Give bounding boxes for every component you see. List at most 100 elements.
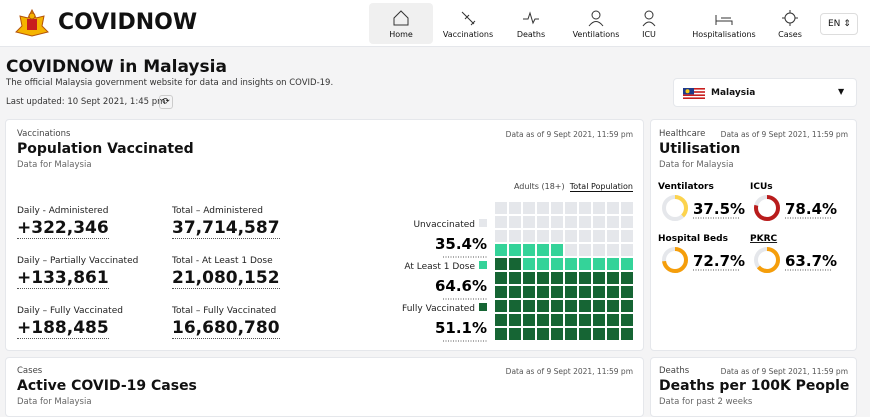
waffle-cell xyxy=(621,230,633,242)
waffle-cell xyxy=(607,314,619,326)
stat-label: Total – Fully Vaccinated xyxy=(172,306,277,316)
waffle-cell xyxy=(621,216,633,228)
waffle-cell xyxy=(495,216,507,228)
waffle-cell xyxy=(495,328,507,340)
waffle-cell xyxy=(523,216,535,228)
card-category: Vaccinations xyxy=(17,129,71,139)
waffle-cell xyxy=(551,272,563,284)
waffle-cell xyxy=(621,202,633,214)
legend-value: 35.4% xyxy=(435,235,487,253)
item-label: ICUs xyxy=(750,182,773,192)
waffle-cell xyxy=(551,230,563,242)
waffle-cell xyxy=(509,216,521,228)
waffle-cell xyxy=(495,286,507,298)
donut-group: Ventilators 37.5% ICUs 78.4% Hospital Beds 72… xyxy=(658,182,837,273)
waffle-cell xyxy=(593,202,605,214)
vaccination-card: Vaccinations Population Vaccinated Data … xyxy=(5,119,644,351)
waffle-cell xyxy=(579,244,591,256)
waffle-cell xyxy=(551,314,563,326)
nav-label[interactable]: Vaccinations xyxy=(442,30,494,39)
legend-swatch xyxy=(479,303,487,311)
card-title: Active COVID-19 Cases xyxy=(17,378,197,394)
waffle-cell xyxy=(579,314,591,326)
legend-swatch xyxy=(479,219,487,227)
waffle-cell xyxy=(593,258,605,270)
waffle-cell xyxy=(565,202,577,214)
country[interactable]: Malaysia xyxy=(711,88,756,98)
waffle-cell xyxy=(495,300,507,312)
refresh-button[interactable]: ⟳ xyxy=(159,95,173,109)
nav-label[interactable]: Home xyxy=(389,30,413,39)
tab[interactable]: Adults (18+) xyxy=(513,182,565,191)
waffle-cell xyxy=(523,328,535,340)
card-title: Population Vaccinated xyxy=(17,141,194,157)
waffle-cell xyxy=(579,230,591,242)
legend-value: 51.1% xyxy=(435,319,487,337)
tab-active[interactable]: Total Population xyxy=(569,182,633,192)
waffle-cell xyxy=(621,286,633,298)
waffle-cell xyxy=(621,258,633,270)
waffle-cell xyxy=(509,258,521,270)
waffle-cell xyxy=(607,216,619,228)
waffle-cell xyxy=(537,244,549,256)
waffle-cell xyxy=(579,202,591,214)
waffle-cell xyxy=(509,202,521,214)
item-label: Hospital Beds xyxy=(658,234,728,244)
card-subtitle: Data for Malaysia xyxy=(659,160,734,170)
waffle-cell xyxy=(593,272,605,284)
nav-item[interactable]: Home xyxy=(369,3,433,44)
chevron: ▼ xyxy=(838,87,845,96)
waffle-cell xyxy=(523,314,535,326)
item-label: PKRC xyxy=(750,234,778,244)
nav-label[interactable]: Ventilations xyxy=(572,30,620,39)
waffle-cell xyxy=(537,300,549,312)
waffle-cell xyxy=(551,286,563,298)
language[interactable]: EN xyxy=(828,19,841,29)
language-select[interactable]: EN ⇕ xyxy=(820,13,858,35)
waffle-cell xyxy=(551,300,563,312)
stat-value: 21,080,152 xyxy=(172,268,280,289)
waffle-chart: Unvaccinated 35.4% At Least 1 Dose 64.6% Ful… xyxy=(402,202,633,342)
donut-arc xyxy=(754,195,780,221)
nav-item[interactable]: Hospitalisations xyxy=(688,3,760,44)
stat-label: Daily - Administered xyxy=(17,206,109,216)
waffle-cell xyxy=(495,272,507,284)
nav-label[interactable]: Hospitalisations xyxy=(692,30,756,39)
nav-item[interactable]: Ventilations xyxy=(566,3,626,44)
nav-item[interactable]: Deaths xyxy=(508,3,554,44)
nav-label[interactable]: Deaths xyxy=(516,30,546,39)
legend-label: At Least 1 Dose xyxy=(404,262,475,272)
waffle-cell xyxy=(495,202,507,214)
waffle-cell xyxy=(565,216,577,228)
nav-label[interactable]: Cases xyxy=(778,30,802,39)
card-title: Deaths per 100K People xyxy=(659,378,850,394)
waffle-cell xyxy=(593,286,605,298)
donut-arc xyxy=(662,247,688,273)
waffle-cell xyxy=(537,286,549,298)
waffle-cell xyxy=(537,272,549,284)
waffle-cell xyxy=(579,286,591,298)
nav-item[interactable]: ICU xyxy=(634,3,664,44)
country-select[interactable]: Malaysia ▼ xyxy=(673,78,857,107)
waffle-cell xyxy=(509,300,521,312)
item-value: 78.4% xyxy=(785,200,837,218)
as-of: Data as of 9 Sept 2021, 11:59 pm xyxy=(720,367,848,376)
waffle-cell xyxy=(593,230,605,242)
nav-item[interactable]: Vaccinations xyxy=(438,3,498,44)
waffle-cell xyxy=(509,230,521,242)
waffle-cell xyxy=(495,244,507,256)
waffle-cell xyxy=(537,216,549,228)
waffle-cell xyxy=(621,314,633,326)
waffle-cell xyxy=(523,286,535,298)
waffle-cell xyxy=(593,216,605,228)
waffle-cell xyxy=(495,258,507,270)
as-of: Data as of 9 Sept 2021, 11:59 pm xyxy=(720,130,848,139)
waffle-cell xyxy=(537,258,549,270)
nav-item[interactable]: Cases xyxy=(770,3,810,44)
waffle-cell xyxy=(607,328,619,340)
nav-label[interactable]: ICU xyxy=(642,30,656,39)
stat-value: +322,346 xyxy=(17,218,109,239)
item-label: Ventilators xyxy=(658,182,714,192)
card-category: Deaths xyxy=(659,366,690,376)
waffle-cell xyxy=(523,258,535,270)
